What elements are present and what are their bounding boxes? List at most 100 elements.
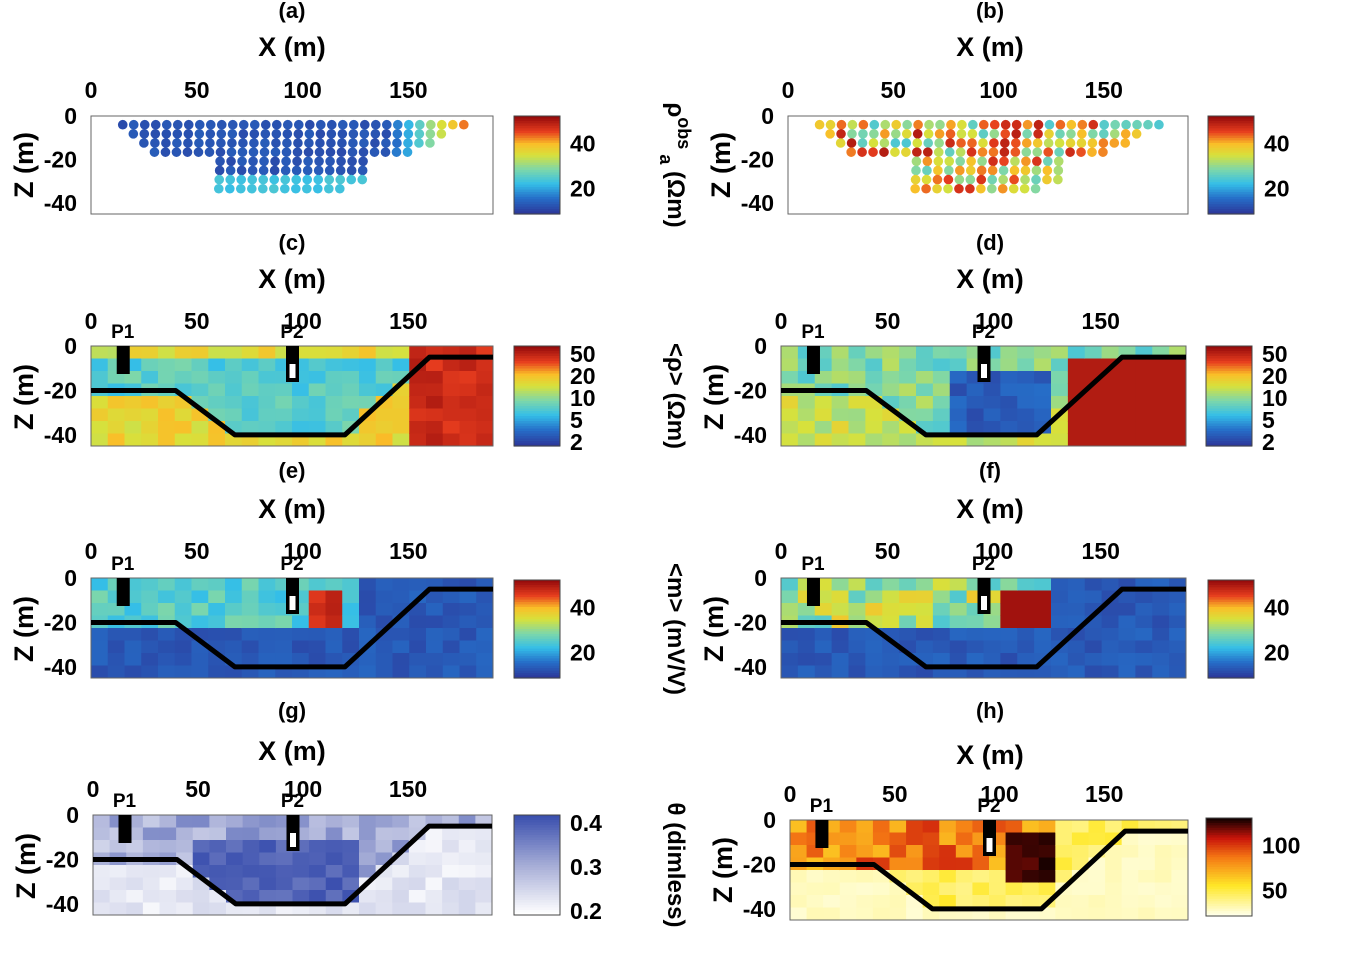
colorbar-swatch xyxy=(514,890,560,894)
heatmap-cell xyxy=(392,408,410,422)
colorbar-swatch xyxy=(514,182,560,186)
heatmap-cell xyxy=(109,865,127,878)
heatmap-cell xyxy=(781,628,799,641)
colorbar-swatch xyxy=(514,852,560,856)
data-point xyxy=(1053,174,1063,185)
heatmap-cell xyxy=(939,832,957,846)
heatmap-cell xyxy=(1017,628,1035,641)
colorbar-swatch xyxy=(1206,879,1252,883)
data-point xyxy=(313,183,323,194)
heatmap-cell xyxy=(241,421,259,434)
colorbar-swatch xyxy=(514,665,560,669)
heatmap-cell xyxy=(865,358,883,372)
heatmap-cell xyxy=(141,396,159,409)
heatmap-cell xyxy=(831,653,849,666)
heatmap-cell xyxy=(392,433,410,447)
colorbar-swatch xyxy=(1208,157,1254,161)
data-point xyxy=(324,183,334,194)
heatmap-cell xyxy=(1017,590,1035,604)
heatmap-cell xyxy=(242,877,260,891)
y-tick-label: -40 xyxy=(44,422,77,448)
data-point xyxy=(304,119,315,130)
heatmap-cell xyxy=(1135,603,1153,616)
heatmap-cell xyxy=(208,371,226,384)
panel-label: (f) xyxy=(979,458,1001,483)
heatmap-cell xyxy=(342,640,360,654)
heatmap-cell xyxy=(806,870,824,883)
heatmap-cell xyxy=(392,877,410,891)
data-point xyxy=(913,119,923,130)
heatmap-cell xyxy=(226,815,244,828)
heatmap-cell xyxy=(1084,640,1103,654)
data-point xyxy=(847,119,858,130)
heatmap-cell xyxy=(242,890,260,903)
heatmap-cell xyxy=(107,408,125,422)
data-point xyxy=(215,147,226,157)
colorbar-swatch xyxy=(514,358,560,362)
colorbar-swatch xyxy=(1208,147,1254,151)
heatmap-cell xyxy=(899,346,917,359)
heatmap-cell xyxy=(797,433,816,447)
heatmap-cell xyxy=(916,590,934,604)
heatmap-cell xyxy=(275,421,293,434)
heatmap-cell xyxy=(814,371,833,384)
heatmap-cell xyxy=(392,358,410,372)
heatmap-cell xyxy=(823,870,841,883)
data-point xyxy=(359,138,369,148)
heatmap-cell xyxy=(375,840,393,853)
heatmap-cell xyxy=(309,852,327,866)
heatmap-cell xyxy=(1169,590,1187,604)
data-point xyxy=(1000,129,1011,139)
data-point xyxy=(880,129,890,139)
data-point xyxy=(247,174,258,185)
heatmap-cell xyxy=(309,890,327,903)
colorbar-swatch xyxy=(514,584,560,588)
colorbar-swatch xyxy=(1208,636,1254,640)
colorbar-swatch xyxy=(1206,348,1252,352)
heatmap-cell xyxy=(308,590,326,604)
heatmap-cell xyxy=(972,895,990,908)
colorbar-swatch xyxy=(1208,626,1254,630)
heatmap-cell xyxy=(916,371,934,384)
heatmap-cell xyxy=(91,653,109,666)
heatmap-cell xyxy=(459,358,477,372)
colorbar-swatch xyxy=(1208,675,1254,679)
panel-label: (b) xyxy=(976,0,1004,23)
colorbar-tick-label: 10 xyxy=(570,385,596,411)
colorbar-swatch xyxy=(514,867,560,871)
heatmap-cell xyxy=(442,421,460,434)
colorbar-swatch xyxy=(514,391,560,395)
heatmap-cell xyxy=(922,882,940,896)
colorbar-swatch xyxy=(514,658,560,662)
data-point xyxy=(227,119,238,130)
heatmap-cell xyxy=(1071,882,1089,896)
heatmap-cell xyxy=(1051,603,1069,616)
colorbar-swatch xyxy=(514,905,560,909)
heatmap-cell xyxy=(856,832,874,846)
heatmap-cell xyxy=(1121,882,1139,896)
data-point xyxy=(117,119,128,130)
data-point xyxy=(924,119,934,130)
heatmap-cell xyxy=(1135,628,1153,641)
data-point xyxy=(814,119,825,130)
data-point xyxy=(161,129,172,139)
y-tick-label: -40 xyxy=(734,422,767,448)
heatmap-cell xyxy=(797,421,816,434)
heatmap-cell xyxy=(831,628,849,641)
heatmap-cell xyxy=(1138,832,1156,846)
x-tick-label: 150 xyxy=(1082,308,1120,334)
heatmap-cell xyxy=(972,870,990,883)
heatmap-cell xyxy=(1017,408,1035,422)
data-point xyxy=(161,119,172,130)
data-point xyxy=(1110,119,1120,130)
heatmap-cell xyxy=(1105,907,1123,921)
data-point xyxy=(989,119,1000,130)
data-point xyxy=(391,147,402,157)
colorbar-swatch xyxy=(514,621,560,625)
heatmap-cell xyxy=(922,820,940,833)
heatmap-cell xyxy=(325,590,343,604)
data-point xyxy=(976,165,987,176)
heatmap-cell xyxy=(882,383,900,397)
colorbar-tick-label: 5 xyxy=(570,407,583,433)
heatmap-cell xyxy=(1022,820,1040,833)
